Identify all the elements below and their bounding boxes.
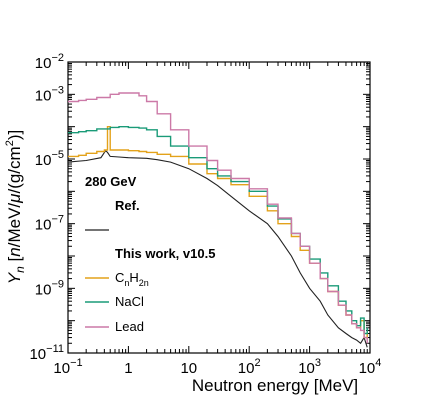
series-line-lead xyxy=(68,92,368,344)
legend-work-label: This work, v10.5 xyxy=(115,246,215,261)
x-tick-label: 103 xyxy=(298,357,321,377)
x-tick-label: 10 xyxy=(180,360,197,377)
axis-ticks xyxy=(67,62,370,354)
tick-labels: 10−1 1 10 102 103 10410−1110−910−710−510−310−… xyxy=(29,52,381,377)
x-tick-label: 102 xyxy=(238,357,261,377)
legend-cnh2n-label: CnH2n xyxy=(115,270,149,288)
y-axis-title: Yn [n/MeV/μ/(g/cm2)] xyxy=(4,130,27,284)
x-tick-label: 10−1 xyxy=(53,357,82,377)
legend-lead-label: Lead xyxy=(115,319,144,334)
series-layer xyxy=(67,92,368,348)
legend: 280 GeV Ref. This work, v10.5 CnH2n NaCl… xyxy=(85,174,215,334)
y-tick-label: 10−3 xyxy=(35,84,64,104)
y-tick-label: 10−2 xyxy=(35,52,64,72)
series-line-ref- xyxy=(67,149,368,348)
x-axis-title: Neutron energy [MeV] xyxy=(192,376,358,395)
plot-frame xyxy=(67,61,371,354)
legend-ref-label: Ref. xyxy=(115,198,140,213)
x-tick-label: 104 xyxy=(359,357,382,377)
series-line-nacl xyxy=(68,126,368,335)
y-tick-label: 10−11 xyxy=(29,343,64,363)
y-tick-label: 10−9 xyxy=(35,278,64,298)
legend-nacl-label: NaCl xyxy=(115,294,144,309)
y-tick-label: 10−5 xyxy=(35,149,64,169)
y-tick-label: 10−7 xyxy=(35,214,64,234)
x-tick-label: 1 xyxy=(124,360,132,377)
legend-energy-label: 280 GeV xyxy=(85,174,137,189)
